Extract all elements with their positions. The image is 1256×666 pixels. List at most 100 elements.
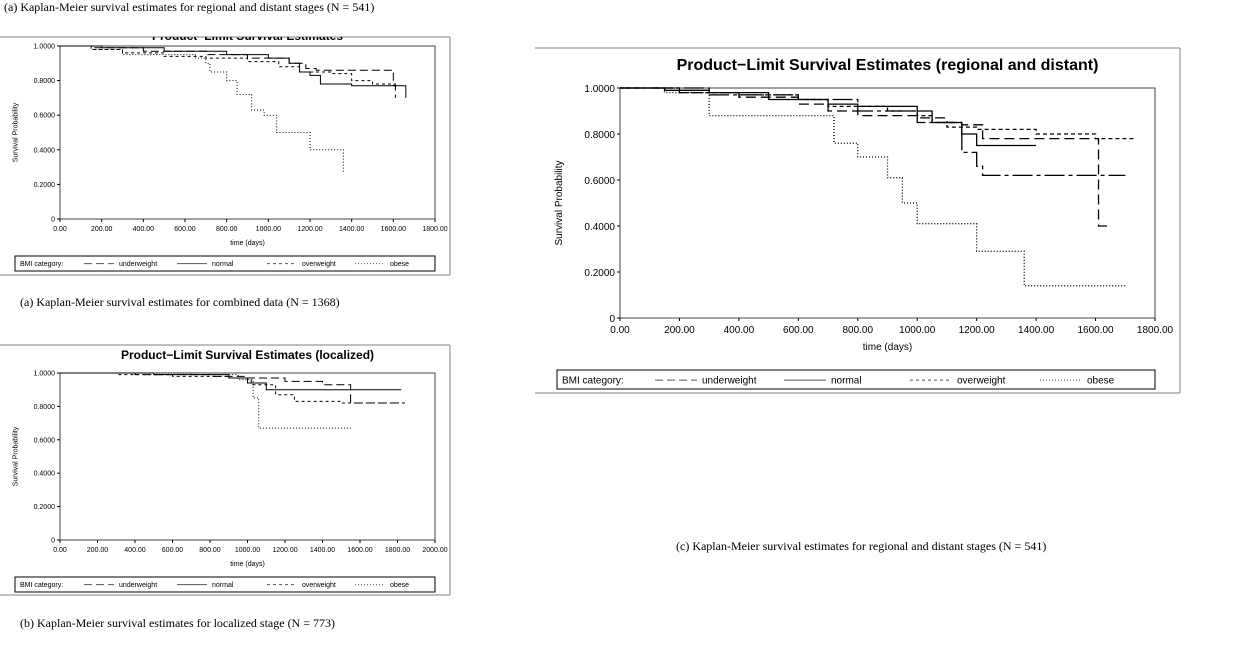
series-line-underweight (60, 372, 404, 404)
caption-combined: (a) Kaplan-Meier survival estimates for … (20, 295, 340, 309)
y-tick-label: 0.2000 (34, 182, 56, 189)
x-tick-label: 1600.00 (1077, 325, 1114, 336)
legend-entry-overweight: overweight (302, 261, 336, 268)
x-tick-label: 1800.00 (385, 547, 410, 554)
series-line-normal (60, 372, 402, 391)
chart-localized: Product−Limit Survival Estimates (locali… (0, 344, 451, 596)
x-tick-label: 400.00 (124, 547, 146, 554)
y-tick-label: 0.4000 (34, 471, 56, 478)
x-tick-label: 1400.00 (339, 226, 364, 233)
y-tick-label: 0.8000 (34, 404, 56, 411)
x-tick-label: 0.00 (53, 226, 67, 233)
x-tick-label: 1600.00 (347, 547, 372, 554)
x-tick-label: 400.00 (724, 325, 755, 336)
x-tick-label: 800.00 (842, 325, 873, 336)
series-line-underweight (60, 45, 396, 98)
legend-entry-normal: normal (212, 582, 234, 589)
y-tick-label: 0.6000 (34, 437, 56, 444)
legend-box (14, 576, 436, 593)
x-tick-label: 1400.00 (310, 547, 335, 554)
series-line-obese (60, 45, 344, 173)
y-tick-label: 1.0000 (584, 84, 615, 95)
x-tick-label: 0.00 (53, 547, 67, 554)
x-tick-label: 400.00 (133, 226, 155, 233)
x-tick-label: 1400.00 (1018, 325, 1055, 336)
x-tick-label: 800.00 (216, 226, 238, 233)
chart-title: Product−Limit Survival Estimates (locali… (121, 348, 374, 362)
x-tick-label: 1800.00 (1137, 325, 1174, 336)
series-line-normal (60, 45, 407, 98)
y-axis-label: Survival Probability (13, 426, 20, 486)
y-tick-label: 0.8000 (34, 78, 56, 85)
series-line-obese (620, 87, 1126, 287)
legend-entry-obese: obese (390, 582, 409, 589)
x-tick-label: 200.00 (87, 547, 109, 554)
y-tick-label: 0.6000 (34, 113, 56, 120)
legend-entry-normal: normal (212, 261, 234, 268)
legend-title: BMI category: (562, 376, 624, 387)
x-tick-label: 600.00 (783, 325, 814, 336)
x-tick-label: 1000.00 (235, 547, 260, 554)
x-tick-label: 200.00 (91, 226, 113, 233)
y-tick-label: 0.6000 (584, 176, 615, 187)
series-line-obese (620, 87, 1126, 177)
x-axis-label: time (days) (863, 342, 912, 353)
y-axis-label: Survival Probability (554, 160, 565, 245)
legend-box (556, 369, 1156, 390)
legend-entry-overweight: overweight (957, 376, 1006, 387)
chart-combined: Product−Limit Survival Estimates 0.00 200.… (0, 29, 451, 276)
x-tick-label: 200.00 (664, 325, 695, 336)
plot-area (59, 372, 436, 541)
x-tick-label: 600.00 (162, 547, 184, 554)
y-tick-label: 0.8000 (584, 130, 615, 141)
series-line-underweight (620, 87, 1109, 229)
caption-regional: (c) Kaplan-Meier survival estimates for … (676, 539, 1047, 553)
y-tick-label: 0.4000 (584, 222, 615, 233)
plot-area (619, 87, 1156, 319)
y-tick-label: 0.2000 (584, 268, 615, 279)
y-tick-label: 0.2000 (34, 504, 56, 511)
chart-title: Product−Limit Survival Estimates (region… (677, 57, 1099, 74)
legend-entry-underweight: underweight (119, 261, 157, 268)
legend-entry-normal: normal (831, 376, 862, 387)
x-tick-label: 1200.00 (959, 325, 996, 336)
x-tick-label: 1200.00 (272, 547, 297, 554)
legend-entry-obese: obese (390, 261, 409, 268)
legend-entry-underweight: underweight (702, 376, 757, 387)
x-axis-label: time (days) (230, 561, 265, 568)
legend-title: BMI category: (20, 261, 63, 268)
x-tick-label: 1000.00 (899, 325, 936, 336)
chart-regional: Product−Limit Survival Estimates (region… (535, 47, 1181, 394)
y-tick-label: 0 (609, 314, 615, 325)
x-tick-label: 800.00 (199, 547, 221, 554)
x-tick-label: 2000.00 (422, 547, 447, 554)
series-line-obese (60, 372, 353, 429)
x-tick-label: 600.00 (174, 226, 196, 233)
legend-entry-overweight: overweight (302, 582, 336, 589)
x-tick-label: 1000.00 (256, 226, 281, 233)
series-line-overweight (60, 45, 396, 90)
legend-box (14, 255, 436, 272)
y-axis-label: Survival Probability (13, 102, 20, 162)
x-tick-label: 1800.00 (422, 226, 447, 233)
y-tick-label: 0 (51, 538, 55, 545)
x-tick-label: 1200.00 (297, 226, 322, 233)
x-tick-label: 0.00 (610, 325, 630, 336)
caption-top: (a) Kaplan-Meier survival estimates for … (4, 0, 375, 14)
legend-entry-obese: obese (1087, 376, 1115, 387)
y-tick-label: 0 (51, 217, 55, 224)
y-tick-label: 1.0000 (34, 44, 56, 51)
y-tick-label: 0.4000 (34, 147, 56, 154)
chart-title: Product−Limit Survival Estimates (152, 29, 343, 43)
legend-entry-underweight: underweight (119, 582, 157, 589)
y-tick-label: 1.0000 (34, 371, 56, 378)
plot-area (59, 45, 436, 220)
x-axis-label: time (days) (230, 240, 265, 247)
series-line-normal (620, 87, 1037, 147)
legend-title: BMI category: (20, 582, 63, 589)
series-line-overweight (60, 372, 405, 404)
x-tick-label: 1600.00 (381, 226, 406, 233)
series-line-overweight (620, 87, 1135, 140)
caption-localized: (b) Kaplan-Meier survival estimates for … (20, 616, 335, 630)
